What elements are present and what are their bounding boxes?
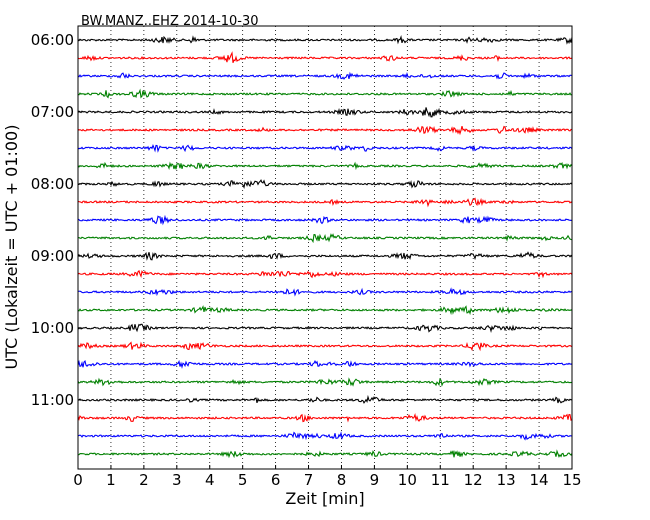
x-tick-label: 6 [271, 471, 281, 489]
x-tick-label: 14 [530, 471, 549, 489]
x-tick-label: 13 [497, 471, 516, 489]
x-tick-label: 2 [139, 471, 149, 489]
seismic-trace [77, 88, 573, 99]
x-tick-label: 0 [73, 471, 83, 489]
x-tick-label: 11 [431, 471, 450, 489]
x-tick-label: 3 [172, 471, 182, 489]
seismic-trace [77, 431, 573, 441]
seismic-trace [77, 125, 573, 136]
y-tick-label: 07:00 [31, 103, 74, 121]
x-tick-label: 12 [464, 471, 483, 489]
x-tick-label: 10 [398, 471, 417, 489]
y-tick-label: 10:00 [31, 319, 74, 337]
y-tick-label: 06:00 [31, 31, 74, 49]
seismic-trace [77, 269, 573, 279]
seismic-trace [77, 107, 573, 118]
seismic-trace [77, 34, 573, 45]
y-tick-label: 11:00 [31, 391, 74, 409]
x-axis-label: Zeit [min] [285, 489, 364, 508]
seismic-trace [77, 394, 573, 404]
x-tick-label: 4 [205, 471, 215, 489]
seismic-trace [77, 412, 573, 423]
traces [77, 34, 573, 459]
plot-frame [77, 25, 573, 470]
y-tick-label: 08:00 [31, 175, 74, 193]
x-tick-label: 5 [238, 471, 248, 489]
seismic-trace [77, 359, 573, 369]
seismic-trace [77, 323, 573, 334]
x-tick-label: 15 [562, 471, 581, 489]
seismic-trace [77, 305, 573, 316]
y-axis-label: UTC (Lokalzeit = UTC + 01:00) [2, 125, 21, 370]
seismic-trace [77, 161, 573, 171]
seismic-trace [77, 71, 573, 80]
x-axis-ticks: 0 1 2 3 4 5 6 7 8 9 10 11 12 13 14 15 [73, 465, 582, 489]
seismic-trace [77, 449, 573, 459]
x-tick-label: 1 [106, 471, 116, 489]
seismic-trace [77, 377, 573, 387]
seismic-trace [77, 251, 573, 261]
seismic-trace [77, 197, 573, 208]
seismic-trace [77, 341, 573, 352]
y-axis-ticks: 06:00 07:00 08:00 09:00 10:00 11:00 [31, 31, 82, 409]
y-tick-label: 09:00 [31, 247, 74, 265]
seismic-trace [77, 214, 573, 226]
x-tick-label: 7 [304, 471, 314, 489]
chart-title: BW.MANZ..EHZ 2014-10-30 [81, 14, 259, 29]
seismic-trace [77, 51, 573, 63]
seismic-trace [77, 144, 573, 153]
seismic-trace [77, 233, 573, 244]
seismic-trace [77, 179, 573, 189]
x-tick-label: 9 [370, 471, 380, 489]
x-tick-label: 8 [337, 471, 347, 489]
seismic-trace [77, 287, 573, 297]
